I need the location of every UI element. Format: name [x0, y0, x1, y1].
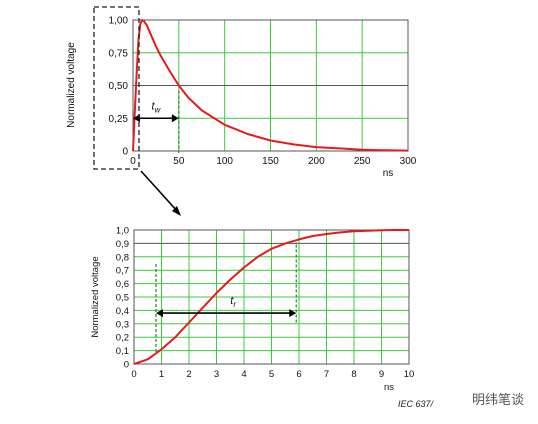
x-unit-label: ns — [384, 382, 394, 393]
y-tick-label: 0 — [122, 147, 128, 158]
y-tick-label: 1,0 — [116, 226, 129, 237]
y-tick-label: 0,7 — [116, 266, 129, 277]
annotation-label-sub: r — [233, 300, 236, 309]
plot-frame — [132, 19, 409, 152]
annotation-label-sub: w — [155, 105, 162, 114]
x-tick-label: 0 — [131, 369, 136, 380]
watermark: 明纬笔谈 — [471, 393, 524, 408]
y-tick-label: 0,8 — [116, 252, 129, 263]
annotation-label: tw — [151, 100, 161, 114]
y-tick-label: 0,6 — [116, 279, 129, 290]
x-tick-label: 100 — [216, 156, 233, 167]
chart-top: 0 50 100 150 200 250 300 0 0,25 0,50 0,75 1,00 ns Nor… — [66, 16, 417, 180]
annotation-arrowhead — [289, 309, 297, 318]
x-tick-label: 2 — [186, 369, 191, 380]
x-tick-label: 200 — [308, 156, 325, 167]
zoom-arrow — [140, 170, 179, 213]
y-tick-label: 0,25 — [109, 114, 129, 125]
x-tick-label: 3 — [214, 369, 219, 380]
x-tick-label: 50 — [173, 156, 185, 167]
y-tick-label: 0 — [124, 360, 129, 371]
y-tick-label: 0,5 — [116, 293, 129, 304]
x-tick-label: 4 — [241, 369, 246, 380]
x-tick-label: 0 — [130, 156, 136, 167]
y-axis-label: Normalized voltage — [90, 256, 101, 337]
chart-bottom: 0 1 2 3 4 5 6 7 8 9 10 0 0,1 0,2 0,3 0,4 0,5 0,6 0,7 0,8 0,9… — [90, 226, 414, 394]
x-tick-label: 6 — [296, 369, 301, 380]
annotation-label: tr — [230, 295, 236, 309]
y-tick-label: 0,75 — [109, 48, 129, 59]
x-tick-label: 300 — [400, 156, 417, 167]
y-tick-label: 0,2 — [116, 333, 129, 344]
x-tick-label: 9 — [379, 369, 384, 380]
series-line — [133, 229, 409, 365]
y-tick-label: 0,1 — [116, 346, 129, 357]
x-tick-label: 250 — [354, 156, 371, 167]
x-tick-label: 8 — [351, 369, 356, 380]
x-tick-label: 1 — [159, 369, 164, 380]
y-tick-label: 0,3 — [116, 319, 129, 330]
x-tick-label: 5 — [269, 369, 274, 380]
annotation-arrowhead — [171, 114, 179, 123]
annotation-arrowhead — [133, 114, 140, 123]
y-axis-label: Normalized voltage — [66, 42, 77, 128]
x-unit-label: ns — [383, 168, 394, 179]
annotation-arrowhead — [156, 309, 163, 318]
zoom-box — [93, 6, 140, 170]
y-tick-label: 1,00 — [109, 16, 129, 27]
plot-frame — [133, 229, 410, 365]
y-tick-label: 0,9 — [116, 239, 129, 250]
x-tick-label: 7 — [324, 369, 329, 380]
y-tick-label: 0,4 — [116, 306, 129, 317]
series-line — [132, 19, 409, 152]
x-tick-label: 150 — [262, 156, 279, 167]
iec-label: IEC 637/ — [398, 399, 434, 409]
y-tick-label: 0,50 — [109, 81, 129, 92]
x-tick-label: 10 — [404, 369, 415, 380]
zoom-arrow-head — [172, 206, 181, 216]
